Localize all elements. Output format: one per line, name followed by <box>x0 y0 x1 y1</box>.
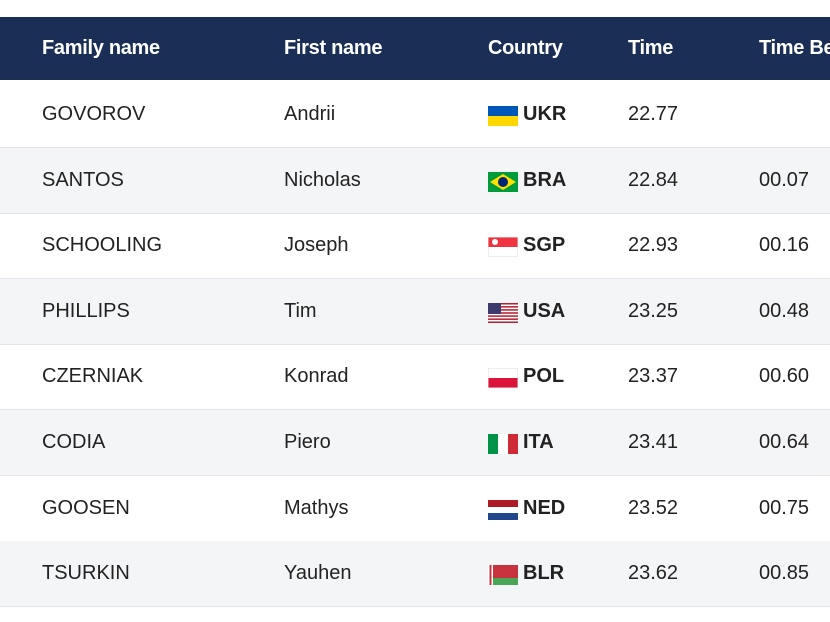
time-behind: 00.07 <box>759 168 810 191</box>
country-flag <box>488 171 518 192</box>
family-name: SCHOOLING <box>42 234 163 257</box>
country-code: UKR <box>523 103 567 125</box>
column-header: First name <box>284 37 383 59</box>
country-code: SGP <box>523 234 566 257</box>
time: 23.62 <box>628 562 679 585</box>
family-name: CZERNIAK <box>42 365 144 388</box>
time: 22.93 <box>628 234 679 257</box>
column-header: Family name <box>42 37 160 59</box>
country-flag <box>488 302 518 323</box>
time-behind: 00.48 <box>759 299 810 322</box>
time-behind: 00.16 <box>759 234 810 257</box>
table-row: GOOSEN Mathys NED 23.52 00.75 <box>0 476 830 542</box>
first-name: Mathys <box>284 496 349 519</box>
time: 23.52 <box>628 496 679 519</box>
table-row: CZERNIAK Konrad POL 23.37 00.60 <box>0 344 830 411</box>
table-row: CODIA Piero ITA 23.41 00.64 <box>0 410 830 476</box>
country-code: BLR <box>523 562 565 585</box>
family-name: SANTOS <box>42 168 124 191</box>
country-code: NED <box>523 496 566 519</box>
first-name: Konrad <box>284 365 349 388</box>
country-code: ITA <box>523 431 554 453</box>
time-behind: 00.60 <box>759 365 810 388</box>
time: 22.84 <box>628 168 679 191</box>
time-behind: 00.64 <box>759 431 810 453</box>
family-name: GOVOROV <box>42 103 146 125</box>
country-flag <box>488 434 518 454</box>
family-name: TSURKIN <box>42 562 130 585</box>
table-row: TSURKIN Yauhen BLR 23.62 00.85 <box>0 541 830 608</box>
time: 23.25 <box>628 299 679 322</box>
family-name: GOOSEN <box>42 496 130 519</box>
first-name: Tim <box>284 299 317 322</box>
first-name: Andrii <box>284 103 336 125</box>
country-code: USA <box>523 299 566 322</box>
table-row: PHILLIPS Tim USA 23.25 00.48 <box>0 278 830 345</box>
country-flag <box>488 237 518 258</box>
country-flag <box>488 106 518 126</box>
time-behind: 00.75 <box>759 496 810 519</box>
country-flag <box>488 565 518 586</box>
first-name: Piero <box>284 431 331 453</box>
table-header: Family name First name Country Time Time Be <box>0 17 830 80</box>
table-row: SCHOOLING Joseph SGP 22.93 00.16 <box>0 213 830 280</box>
family-name: CODIA <box>42 431 106 453</box>
time: 23.41 <box>628 431 679 453</box>
column-header: Time Be <box>759 37 830 59</box>
country-code: BRA <box>523 168 567 191</box>
time: 22.77 <box>628 103 679 125</box>
first-name: Nicholas <box>284 168 361 191</box>
results-table: Family name First name Country Time Time Be … <box>0 17 830 622</box>
country-flag <box>488 499 518 520</box>
time-behind: 00.85 <box>759 562 810 585</box>
family-name: PHILLIPS <box>42 299 130 322</box>
time: 23.37 <box>628 365 679 388</box>
country-flag <box>488 368 518 389</box>
country-code: POL <box>523 365 565 388</box>
column-header: Time <box>628 37 674 59</box>
first-name: Joseph <box>284 234 349 257</box>
table-row: SANTOS Nicholas BRA 22.84 00.07 <box>0 147 830 214</box>
first-name: Yauhen <box>284 562 352 585</box>
table-row: GOVOROV Andrii UKR 22.77 <box>0 82 830 148</box>
column-header: Country <box>488 37 563 59</box>
